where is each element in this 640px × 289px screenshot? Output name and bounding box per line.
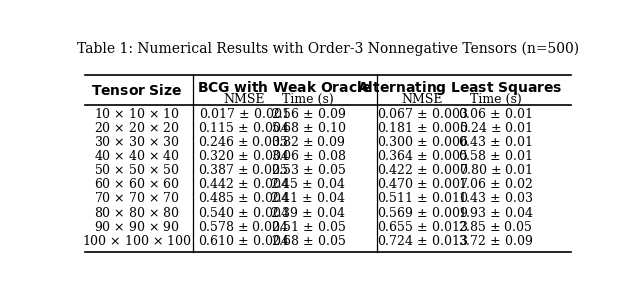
Text: 0.246 $\pm$ 0.005: 0.246 $\pm$ 0.005 — [198, 135, 289, 149]
Text: 10 $\times$ 10 $\times$ 10: 10 $\times$ 10 $\times$ 10 — [93, 107, 179, 121]
Text: 80 $\times$ 80 $\times$ 80: 80 $\times$ 80 $\times$ 80 — [93, 205, 179, 220]
Text: 2.53 $\pm$ 0.05: 2.53 $\pm$ 0.05 — [271, 163, 346, 177]
Text: $\mathbf{Alternating\ Least\ Squares}$: $\mathbf{Alternating\ Least\ Squares}$ — [356, 79, 562, 97]
Text: 20 $\times$ 20 $\times$ 20: 20 $\times$ 20 $\times$ 20 — [93, 121, 179, 135]
Text: 3.72 $\pm$ 0.09: 3.72 $\pm$ 0.09 — [458, 234, 533, 248]
Text: 0.485 $\pm$ 0.004: 0.485 $\pm$ 0.004 — [198, 191, 289, 205]
Text: Table 1: Numerical Results with Order-3 Nonnegative Tensors (n=500): Table 1: Numerical Results with Order-3 … — [77, 41, 579, 56]
Text: 40 $\times$ 40 $\times$ 40: 40 $\times$ 40 $\times$ 40 — [93, 149, 179, 163]
Text: 0.655 $\pm$ 0.013: 0.655 $\pm$ 0.013 — [377, 220, 468, 234]
Text: 0.43 $\pm$ 0.01: 0.43 $\pm$ 0.01 — [458, 135, 533, 149]
Text: 0.017 $\pm$ 0.001: 0.017 $\pm$ 0.001 — [198, 107, 289, 121]
Text: 3.06 $\pm$ 0.08: 3.06 $\pm$ 0.08 — [271, 149, 346, 163]
Text: 30 $\times$ 30 $\times$ 30: 30 $\times$ 30 $\times$ 30 — [93, 135, 179, 149]
Text: 0.724 $\pm$ 0.013: 0.724 $\pm$ 0.013 — [377, 234, 468, 248]
Text: 0.442 $\pm$ 0.004: 0.442 $\pm$ 0.004 — [198, 177, 289, 191]
Text: 1.06 $\pm$ 0.02: 1.06 $\pm$ 0.02 — [458, 177, 533, 191]
Text: 5.68 $\pm$ 0.10: 5.68 $\pm$ 0.10 — [271, 121, 346, 135]
Text: 1.43 $\pm$ 0.03: 1.43 $\pm$ 0.03 — [458, 191, 533, 205]
Text: 0.067 $\pm$ 0.003: 0.067 $\pm$ 0.003 — [377, 107, 468, 121]
Text: 2.41 $\pm$ 0.04: 2.41 $\pm$ 0.04 — [271, 191, 346, 205]
Text: 0.320 $\pm$ 0.004: 0.320 $\pm$ 0.004 — [198, 149, 289, 163]
Text: 0.422 $\pm$ 0.007: 0.422 $\pm$ 0.007 — [377, 163, 468, 177]
Text: 0.470 $\pm$ 0.007: 0.470 $\pm$ 0.007 — [377, 177, 468, 191]
Text: NMSE: NMSE — [401, 93, 443, 106]
Text: 3.82 $\pm$ 0.09: 3.82 $\pm$ 0.09 — [271, 135, 346, 149]
Text: Time (s): Time (s) — [282, 93, 334, 106]
Text: 0.610 $\pm$ 0.004: 0.610 $\pm$ 0.004 — [198, 234, 289, 248]
Text: 2.85 $\pm$ 0.05: 2.85 $\pm$ 0.05 — [458, 220, 533, 234]
Text: $\mathbf{BCG\ with\ Weak\ Oracle}$: $\mathbf{BCG\ with\ Weak\ Oracle}$ — [198, 80, 372, 95]
Text: 0.115 $\pm$ 0.004: 0.115 $\pm$ 0.004 — [198, 121, 289, 135]
Text: 0.364 $\pm$ 0.005: 0.364 $\pm$ 0.005 — [377, 149, 468, 163]
Text: 70 $\times$ 70 $\times$ 70: 70 $\times$ 70 $\times$ 70 — [93, 191, 179, 205]
Text: 0.300 $\pm$ 0.006: 0.300 $\pm$ 0.006 — [376, 135, 468, 149]
Text: 0.24 $\pm$ 0.01: 0.24 $\pm$ 0.01 — [459, 121, 532, 135]
Text: 0.387 $\pm$ 0.005: 0.387 $\pm$ 0.005 — [198, 163, 289, 177]
Text: 0.578 $\pm$ 0.004: 0.578 $\pm$ 0.004 — [198, 220, 289, 234]
Text: 2.39 $\pm$ 0.04: 2.39 $\pm$ 0.04 — [271, 205, 346, 220]
Text: 0.569 $\pm$ 0.009: 0.569 $\pm$ 0.009 — [377, 205, 468, 220]
Text: 2.68 $\pm$ 0.05: 2.68 $\pm$ 0.05 — [271, 234, 346, 248]
Text: NMSE: NMSE — [223, 93, 264, 106]
Text: Time (s): Time (s) — [470, 93, 522, 106]
Text: 0.06 $\pm$ 0.01: 0.06 $\pm$ 0.01 — [458, 107, 533, 121]
Text: 50 $\times$ 50 $\times$ 50: 50 $\times$ 50 $\times$ 50 — [93, 163, 179, 177]
Text: 1.93 $\pm$ 0.04: 1.93 $\pm$ 0.04 — [458, 205, 533, 220]
Text: 2.45 $\pm$ 0.04: 2.45 $\pm$ 0.04 — [271, 177, 346, 191]
Text: 2.51 $\pm$ 0.05: 2.51 $\pm$ 0.05 — [271, 220, 346, 234]
Text: 0.540 $\pm$ 0.004: 0.540 $\pm$ 0.004 — [198, 205, 289, 220]
Text: 2.56 $\pm$ 0.09: 2.56 $\pm$ 0.09 — [271, 107, 346, 121]
Text: $\mathbf{Tensor\ Size}$: $\mathbf{Tensor\ Size}$ — [91, 83, 182, 98]
Text: 90 $\times$ 90 $\times$ 90: 90 $\times$ 90 $\times$ 90 — [93, 220, 179, 234]
Text: 0.181 $\pm$ 0.005: 0.181 $\pm$ 0.005 — [377, 121, 468, 135]
Text: 0.58 $\pm$ 0.01: 0.58 $\pm$ 0.01 — [458, 149, 533, 163]
Text: 0.80 $\pm$ 0.01: 0.80 $\pm$ 0.01 — [459, 163, 532, 177]
Text: 60 $\times$ 60 $\times$ 60: 60 $\times$ 60 $\times$ 60 — [93, 177, 179, 191]
Text: 0.511 $\pm$ 0.010: 0.511 $\pm$ 0.010 — [376, 191, 468, 205]
Text: 100 $\times$ 100 $\times$ 100: 100 $\times$ 100 $\times$ 100 — [82, 234, 191, 248]
